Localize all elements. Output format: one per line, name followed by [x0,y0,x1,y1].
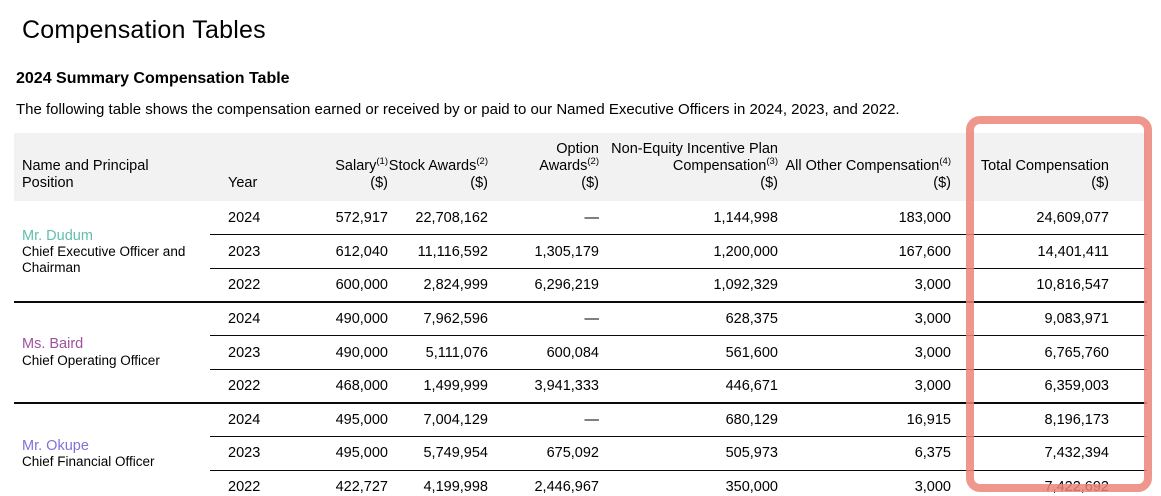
non-equity-comp-cell: 350,000 [725,479,778,496]
intro-text: The following table shows the compensati… [16,101,900,118]
stock-awards-cell: 5,749,954 [392,436,492,471]
table-header-row: Name and Principal Position Year Salary(… [14,133,1147,202]
stock-awards-cell: 7,962,596 [392,302,492,337]
all-other-comp-cell: 3,000 [914,479,951,496]
option-awards-cell: — [492,302,603,337]
stock-awards-cell: 2,824,999 [392,268,492,304]
salary-cell: 612,040 [290,234,392,270]
table-row: 2022 600,000 2,824,999 6,296,219 1,092,3… [14,268,1147,304]
all-other-comp-cell: 3,000 [782,369,955,404]
year-cell: 2024 [210,402,290,437]
option-awards-cell: 6,296,219 [492,268,603,304]
executive-cell: Mr. Dudum Chief Executive Officer and Ch… [14,201,210,304]
non-equity-comp-cell: 680,129 [603,402,782,437]
all-other-comp-cell: 3,000 [782,335,955,370]
salary-cell: 468,000 [290,369,392,404]
page-title: Compensation Tables [22,16,266,44]
option-awards-cell: 3,941,333 [492,369,603,404]
col-header-all-other-comp: All Other Compensation(4) ($) [782,133,955,202]
stock-awards-cell: 5,111,076 [392,335,492,370]
total-comp-cell: 9,083,971 [955,302,1147,337]
col-header-total-comp: Total Compensation ($) [955,133,1147,202]
year-cell: 2023 [210,436,290,471]
col-header-year: Year [210,133,290,202]
executive-name: Mr. Okupe [22,437,89,454]
table-row: 2023 495,000 5,749,954 675,092 505,973 6… [14,436,1147,471]
table-row: 2023 612,040 11,116,592 1,305,179 1,200,… [14,234,1147,270]
executive-title: Chief Executive Officer and Chairman [22,244,186,275]
salary-cell: 495,000 [290,436,392,471]
all-other-comp-cell: 3,000 [782,302,955,337]
year-cell: 2022 [228,479,261,496]
salary-cell: 495,000 [290,402,392,437]
footnote-ref: (3) [766,156,778,168]
executive-cell: Ms. Baird Chief Operating Officer [14,302,210,404]
non-equity-comp-cell: 1,144,998 [603,201,782,236]
total-comp-cell: 8,196,173 [955,402,1147,437]
non-equity-comp-cell: 628,375 [603,302,782,337]
table-row: Mr. Okupe Chief Financial Officer 2024 4… [14,402,1147,469]
option-awards-cell: — [492,201,603,236]
footnote-ref: (2) [476,156,488,168]
col-header-name-position: Name and Principal Position [14,133,210,202]
footnote-ref: (2) [587,156,599,168]
salary-cell: 600,000 [290,268,392,304]
all-other-comp-cell: 16,915 [782,402,955,437]
table-row: Mr. Dudum Chief Executive Officer and Ch… [14,201,1147,304]
non-equity-comp-cell: 505,973 [603,436,782,471]
salary-cell: 572,917 [290,201,392,236]
col-header-salary: Salary(1) ($) [290,133,392,202]
non-equity-comp-cell: 1,200,000 [603,234,782,270]
year-cell: 2022 [210,369,290,404]
stock-awards-cell: 7,004,129 [392,402,492,437]
option-awards-cell: 675,092 [492,436,603,471]
table-row: 2023 490,000 5,111,076 600,084 561,600 3… [14,335,1147,370]
total-comp-cell: 6,765,760 [955,335,1147,370]
executive-cell: Mr. Okupe Chief Financial Officer [14,403,210,496]
total-comp-cell: 24,609,077 [955,201,1147,236]
total-comp-cell: 14,401,411 [955,234,1147,270]
executive-name: Ms. Baird [22,336,84,353]
non-equity-comp-cell: 446,671 [603,369,782,404]
stock-awards-cell: 11,116,592 [392,234,492,270]
total-comp-cell: 7,432,394 [955,436,1147,471]
salary-cell: 422,727 [335,479,388,496]
col-header-option-awards: Option Awards(2) ($) [492,133,603,202]
option-awards-cell: 1,305,179 [492,234,603,270]
all-other-comp-cell: 6,375 [782,436,955,471]
col-header-non-equity-comp: Non-Equity Incentive Plan Compensation(3… [603,133,782,202]
salary-cell: 490,000 [290,302,392,337]
total-comp-cell: 6,359,003 [955,369,1147,404]
option-awards-cell: — [492,402,603,437]
year-cell: 2023 [210,234,290,270]
salary-cell: 490,000 [290,335,392,370]
executive-title: Chief Operating Officer [22,353,160,369]
all-other-comp-cell: 183,000 [782,201,955,236]
year-cell: 2024 [210,302,290,337]
non-equity-comp-cell: 1,092,329 [603,268,782,304]
summary-compensation-table: Name and Principal Position Year Salary(… [14,133,1147,496]
stock-awards-cell: 1,499,999 [392,369,492,404]
executive-name: Mr. Dudum [22,227,93,244]
all-other-comp-cell: 167,600 [782,234,955,270]
total-comp-cell: 7,422,692 [1044,479,1109,496]
stock-awards-cell: 22,708,162 [392,201,492,236]
table-row: 2022 468,000 1,499,999 3,941,333 446,671… [14,369,1147,404]
col-header-stock-awards: Stock Awards(2) ($) [389,133,492,202]
total-comp-cell: 10,816,547 [955,268,1147,304]
section-subtitle: 2024 Summary Compensation Table [16,70,290,87]
non-equity-comp-cell: 561,600 [603,335,782,370]
year-cell: 2023 [210,335,290,370]
footnote-ref: (1) [376,156,388,168]
table-row: Ms. Baird Chief Operating Officer 2024 4… [14,302,1147,404]
option-awards-cell: 600,084 [492,335,603,370]
footnote-ref: (4) [939,156,951,168]
executive-title: Chief Financial Officer [22,454,155,470]
option-awards-cell: 2,446,967 [534,479,599,496]
year-cell: 2024 [210,201,290,236]
stock-awards-cell: 4,199,998 [423,479,488,496]
year-cell: 2022 [210,268,290,304]
all-other-comp-cell: 3,000 [782,268,955,304]
